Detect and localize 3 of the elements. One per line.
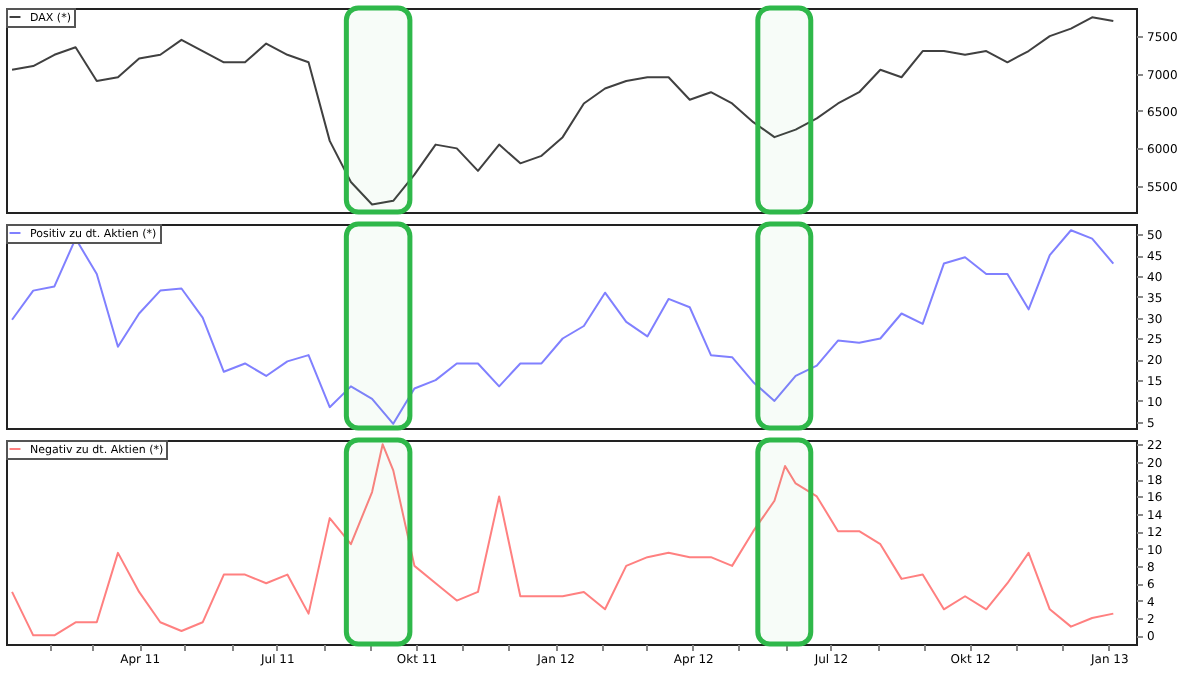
line-series [11, 229, 1115, 425]
line-series [11, 16, 1115, 206]
line-series [11, 443, 1115, 637]
